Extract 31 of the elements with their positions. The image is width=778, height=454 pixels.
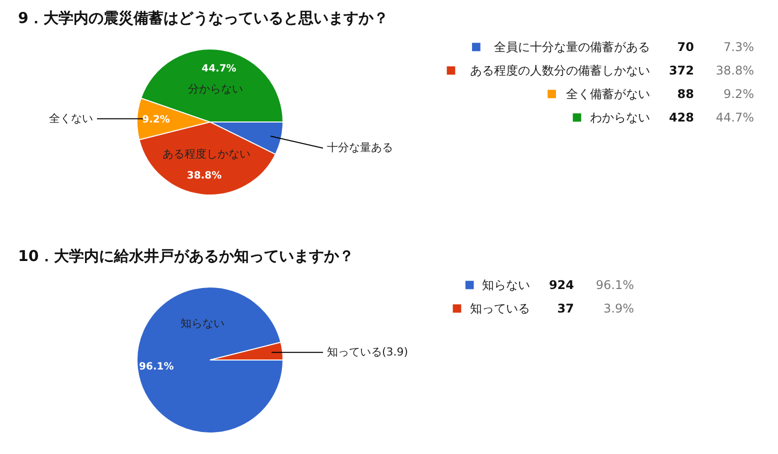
- text: 9.2%: [724, 87, 754, 101]
- text: 知らない: [180, 317, 224, 330]
- text: ある程度しかない: [162, 148, 250, 161]
- text: 分からない: [188, 82, 243, 96]
- text: 88: [677, 87, 694, 101]
- text: 428: [668, 110, 694, 124]
- legend-label: ある程度の人数分の備蓄しかない: [470, 64, 650, 78]
- chart-title: 10．大学内に給水井戸があるか知っていますか？: [18, 247, 354, 265]
- pie-slice: [136, 286, 284, 434]
- legend-label: 知っている: [470, 302, 530, 316]
- data-label: 44.7%: [202, 64, 236, 75]
- text: 38.8%: [716, 64, 754, 78]
- legend-label: 知らない: [482, 278, 530, 292]
- text: 37: [557, 302, 574, 316]
- data-label: 38.8%: [186, 170, 222, 182]
- text: 924: [548, 278, 574, 292]
- chart-title: 9．大学内の震災備蓄はどうなっていると思いますか？: [18, 9, 388, 27]
- text: 96.1%: [596, 278, 634, 292]
- data-label: 3.9%: [604, 302, 634, 316]
- text: 知っている(3.9): [327, 345, 408, 358]
- text: 全くない: [49, 112, 93, 125]
- legend-label: 全く備蓄がない: [566, 87, 650, 101]
- data-label: 7.3%: [724, 40, 754, 54]
- text: 70: [677, 40, 694, 54]
- legend-label: 全員に十分な量の備蓄がある: [494, 40, 650, 54]
- text: 44.7%: [716, 110, 754, 124]
- data-label: 9.2%: [142, 114, 170, 126]
- text: 十分な量ある: [327, 141, 393, 154]
- data-label: 96.1%: [139, 362, 174, 373]
- text: 372: [668, 64, 694, 78]
- legend-label: わからない: [590, 110, 650, 124]
